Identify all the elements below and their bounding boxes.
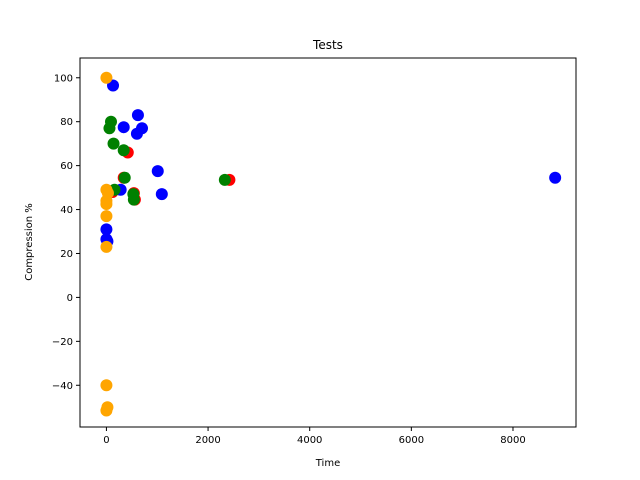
data-point — [117, 144, 130, 157]
x-axis-ticks: 0 2000 4000 6000 8000 — [103, 427, 526, 446]
data-point — [130, 127, 143, 140]
x-tick-label: 0 — [103, 435, 109, 446]
y-tick-label: −20 — [52, 337, 73, 348]
y-tick-label: 20 — [60, 249, 73, 260]
plot-area — [79, 57, 577, 428]
x-tick-label: 8000 — [500, 435, 525, 446]
data-point — [100, 71, 113, 84]
data-point — [127, 193, 140, 206]
x-tick-label: 6000 — [399, 435, 424, 446]
data-point — [100, 198, 113, 211]
y-tick-label: −40 — [52, 381, 73, 392]
y-axis-label: Compression % — [24, 203, 35, 281]
x-tick-label: 4000 — [297, 435, 322, 446]
axes-frame — [79, 57, 577, 428]
y-tick-label: 0 — [67, 293, 73, 304]
y-tick-label: 40 — [60, 205, 73, 216]
data-point — [100, 379, 113, 392]
data-point — [100, 404, 113, 417]
y-axis-ticks: −40 −20 0 20 40 60 80 100 — [52, 73, 80, 392]
x-tick-label: 2000 — [195, 435, 220, 446]
data-point — [117, 121, 130, 134]
data-point — [100, 210, 113, 223]
y-tick-label: 60 — [60, 161, 73, 172]
data-point — [107, 137, 120, 150]
data-point — [151, 165, 164, 178]
data-point — [155, 188, 168, 201]
data-point — [103, 122, 116, 135]
data-point — [549, 171, 562, 184]
data-point — [118, 171, 131, 184]
series-3-points — [100, 71, 114, 417]
data-point — [131, 109, 144, 122]
x-axis-label: Time — [315, 458, 340, 469]
data-point — [100, 240, 113, 253]
y-tick-label: 100 — [54, 73, 73, 84]
data-point — [218, 173, 231, 186]
series-1-points — [100, 79, 562, 248]
data-point — [100, 223, 113, 236]
y-tick-label: 80 — [60, 117, 73, 128]
chart-title: Tests — [312, 38, 343, 52]
data-points — [100, 71, 562, 417]
